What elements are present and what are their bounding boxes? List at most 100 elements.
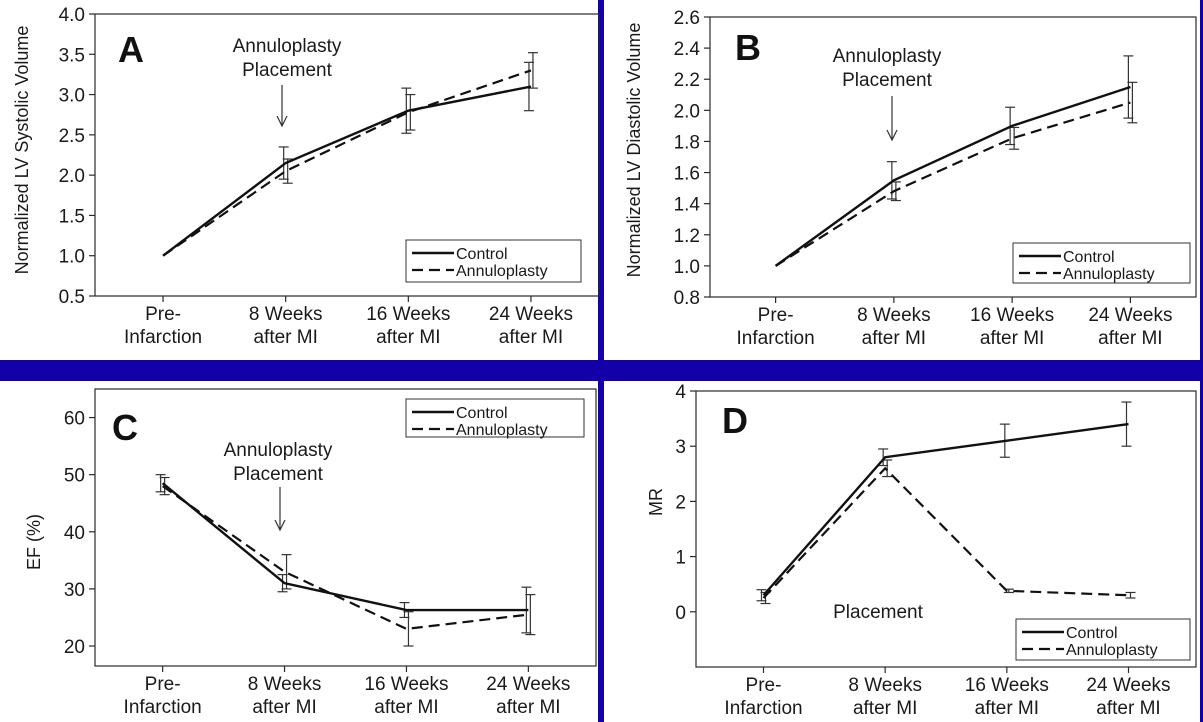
- annotation-text: Placement: [842, 70, 932, 91]
- annotation-text: Placement: [242, 60, 332, 81]
- y-tick-label: 2.6: [674, 8, 700, 29]
- legend-label-annuloplasty: Annuloplasty: [1063, 266, 1155, 283]
- x-tick-label: 24 Weeks: [1088, 305, 1172, 326]
- x-tick-label: 8 Weeks: [249, 304, 323, 325]
- y-axis-label: MR: [646, 488, 666, 516]
- x-tick-label: 24 Weeks: [489, 304, 573, 325]
- x-tick-label: after MI: [496, 697, 560, 718]
- y-tick-label: 0.5: [59, 287, 85, 308]
- x-tick-label: Infarction: [124, 327, 202, 348]
- x-tick-label: after MI: [253, 327, 317, 348]
- panel-letter: B: [735, 27, 761, 68]
- y-tick-label: 40: [64, 523, 85, 544]
- y-tick-label: 30: [64, 580, 85, 601]
- x-tick-label: Infarction: [724, 698, 802, 719]
- x-tick-label: Pre-: [758, 305, 794, 326]
- series-line-control: [162, 85, 532, 257]
- panel-background: [0, 0, 598, 360]
- y-tick-label: 0.8: [674, 288, 700, 309]
- x-tick-label: after MI: [374, 697, 438, 718]
- y-tick-label: 1.0: [59, 247, 85, 268]
- y-tick-label: 50: [64, 466, 85, 487]
- panel-background: [604, 0, 1200, 360]
- y-tick-label: 1.4: [674, 195, 701, 216]
- legend-label-control: Control: [456, 405, 508, 422]
- plot-frame: [94, 388, 597, 667]
- series-line-control: [161, 482, 529, 612]
- x-tick-label: Infarction: [737, 328, 815, 349]
- y-tick-label: 4: [675, 382, 686, 403]
- y-tick-label: 1: [675, 548, 686, 569]
- y-tick-label: 2: [675, 492, 686, 513]
- y-tick-label: 4.0: [59, 5, 85, 26]
- annotation-text: Placement: [233, 464, 323, 485]
- annotation-text: Annuloplasty: [833, 46, 942, 67]
- y-tick-label: 1.0: [674, 257, 700, 278]
- legend-label-annuloplasty: Annuloplasty: [1066, 642, 1158, 659]
- panel-letter: A: [118, 29, 144, 70]
- x-tick-label: 16 Weeks: [970, 305, 1054, 326]
- x-tick-label: 8 Weeks: [248, 674, 322, 695]
- plot-frame: [695, 390, 1197, 668]
- series-line-annuloplasty: [775, 101, 1131, 267]
- series-line-control: [762, 422, 1129, 597]
- y-axis-label: Normalized LV Systolic Volume: [12, 26, 32, 275]
- legend-box: [405, 398, 585, 438]
- x-tick-label: 16 Weeks: [366, 304, 450, 325]
- x-tick-label: after MI: [1098, 328, 1162, 349]
- y-tick-label: 1.6: [674, 164, 700, 185]
- annotation-text: Annuloplasty: [224, 440, 333, 461]
- x-tick-label: Pre-: [145, 304, 181, 325]
- y-tick-label: 1.8: [674, 132, 700, 153]
- y-tick-label: 1.2: [674, 226, 700, 247]
- x-tick-label: Pre-: [746, 675, 782, 696]
- y-tick-label: 2.4: [674, 39, 701, 60]
- annotation-text: Annuloplasty: [233, 36, 342, 57]
- x-tick-label: after MI: [252, 697, 316, 718]
- legend-box: [1015, 618, 1191, 661]
- annotation-arrow-head: [274, 519, 286, 532]
- panel-background: [604, 381, 1200, 722]
- series-line-annuloplasty: [162, 69, 532, 257]
- legend-label-control: Control: [1066, 625, 1118, 642]
- y-tick-label: 2.0: [674, 101, 700, 122]
- x-tick-label: 24 Weeks: [486, 674, 570, 695]
- x-tick-label: 16 Weeks: [364, 674, 448, 695]
- y-tick-label: 3.5: [59, 45, 85, 66]
- x-tick-label: after MI: [1096, 698, 1160, 719]
- y-tick-label: 2.0: [59, 166, 85, 187]
- y-tick-label: 3: [675, 437, 686, 458]
- x-tick-label: after MI: [499, 327, 563, 348]
- series-line-annuloplasty: [762, 466, 1129, 599]
- y-tick-label: 20: [64, 637, 85, 658]
- x-tick-label: Pre-: [145, 674, 181, 695]
- panel-letter: D: [722, 400, 748, 441]
- legend-box: [405, 239, 582, 283]
- chart-panel-a: 0.5 1.0 1.5 2.0 2.5 3.0 3.5 4.0 Pre-Infarction 8 …: [0, 0, 600, 360]
- y-tick-label: 0: [675, 603, 686, 624]
- legend-label-control: Control: [456, 246, 508, 263]
- y-tick-label: 1.5: [59, 206, 85, 227]
- x-tick-label: after MI: [853, 698, 917, 719]
- y-tick-label: 2.2: [674, 70, 700, 91]
- annotation-arrow-head: [276, 115, 288, 128]
- y-tick-label: 2.5: [59, 126, 85, 147]
- series-line-annuloplasty: [162, 485, 529, 631]
- y-tick-label: 60: [64, 409, 85, 430]
- chart-panel-b: 0.8 1.0 1.2 1.4 1.6 1.8 2.0 2.2 2.4 2.6 Pre-Infarc…: [604, 0, 1200, 360]
- legend-label-annuloplasty: Annuloplasty: [456, 422, 548, 439]
- x-tick-label: 16 Weeks: [965, 675, 1049, 696]
- x-tick-label: 24 Weeks: [1086, 675, 1170, 696]
- annotation-arrow-head: [886, 129, 898, 142]
- x-tick-label: after MI: [975, 698, 1039, 719]
- legend-label-annuloplasty: Annuloplasty: [456, 263, 548, 280]
- series-line-control: [774, 85, 1131, 267]
- x-tick-label: 8 Weeks: [857, 305, 931, 326]
- x-tick-label: after MI: [376, 327, 440, 348]
- x-tick-label: Infarction: [124, 697, 202, 718]
